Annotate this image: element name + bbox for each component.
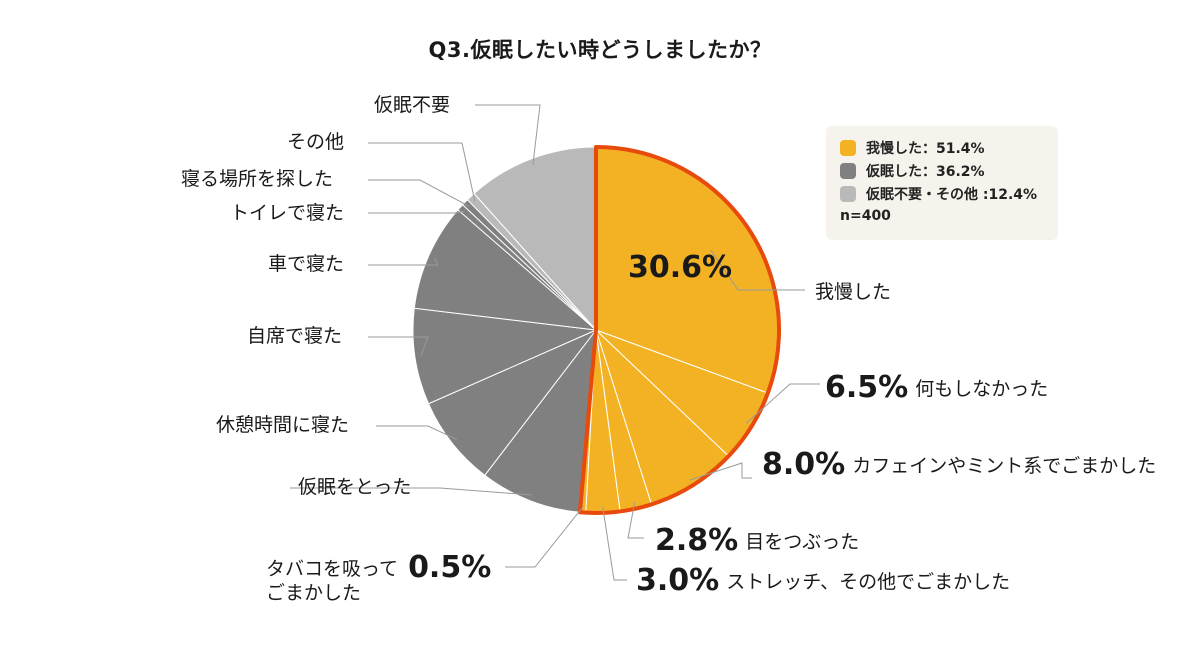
highlight-outline (577, 145, 782, 515)
leader-line-9 (368, 257, 439, 266)
leader-line-12 (368, 142, 476, 202)
chart-title: Q3.仮眠したい時どうしましたか？ (428, 38, 772, 62)
label-kuruma: 車で寝た (268, 253, 345, 275)
pie-slice-13 (473, 146, 597, 332)
data-label-pct-8-0: 8.0% (762, 447, 846, 482)
leader-line-0 (710, 249, 805, 291)
data-label-pct-0-5: 0.5% (408, 550, 492, 585)
leader-line-3 (627, 502, 644, 539)
label-tabako: タバコを吸って 0.5% (266, 550, 498, 586)
leader-line-5 (505, 506, 584, 568)
label-text-me: 目をつぶった (745, 531, 860, 553)
label-me: 2.8% 目をつぶった (655, 523, 859, 559)
legend-swatch-gaman (840, 139, 856, 156)
label-kyukei: 休憩時間に寝た (216, 414, 350, 436)
legend-item-kamin: 仮眠した：36.2% (840, 159, 1058, 182)
legend: 我慢した：51.4% 仮眠した：36.2% 仮眠不要・その他 :12.4% n=… (826, 126, 1058, 240)
label-text-stretch: ストレッチ、その他でごまかした (726, 571, 1011, 593)
data-label-pct-6-5: 6.5% (825, 370, 909, 405)
data-label-pct-3-0: 3.0% (636, 563, 720, 598)
leader-line-7 (376, 425, 458, 440)
legend-swatch-kamin (840, 162, 856, 179)
leader-line-4 (602, 506, 627, 581)
pie-slice-6 (484, 328, 597, 513)
label-jiseki: 自席で寝た (247, 325, 343, 347)
leader-line-2 (689, 462, 752, 481)
label-nani: 6.5% 何もしなかった (825, 370, 1048, 406)
label-toilet: トイレで寝た (230, 202, 345, 224)
leader-line-8 (368, 336, 429, 357)
leader-line-13 (475, 104, 541, 165)
label-gaman: 我慢した (815, 281, 892, 303)
legend-item-fuyou: 仮眠不要・その他 :12.4% (840, 182, 1058, 205)
pie-slice-8 (412, 307, 598, 405)
leader-line-6 (290, 487, 532, 496)
label-sonota: その他 (287, 131, 345, 153)
legend-label-gaman: 我慢した：51.4% (866, 140, 985, 157)
label-basho: 寝る場所を探した (181, 168, 334, 190)
label-kamin: 仮眠をとった (298, 476, 412, 498)
label-fuyou: 仮眠不要 (374, 94, 451, 116)
legend-swatch-fuyou (840, 185, 856, 202)
label-text-nani: 何もしなかった (915, 378, 1049, 400)
legend-label-fuyou: 仮眠不要・その他 :12.4% (866, 186, 1038, 203)
label-text-caffeine: カフェインやミント系でごまかした (852, 455, 1157, 477)
label-caffeine: 8.0% カフェインやミント系でごまかした (762, 447, 1156, 483)
pie-slice-7 (427, 329, 597, 477)
data-label-gaman-pct: 30.6% (628, 250, 733, 285)
legend-label-kamin: 仮眠した：36.2% (866, 163, 985, 180)
legend-item-gaman: 我慢した：51.4% (840, 136, 1058, 159)
legend-sample-size: n=400 (840, 208, 891, 224)
data-label-pct-2-8: 2.8% (655, 523, 739, 558)
leader-line-11 (368, 179, 470, 207)
label-tabako-line2: ごまかした (266, 582, 362, 604)
label-stretch: 3.0% ストレッチ、その他でごまかした (636, 563, 1010, 599)
label-text-tabako-line1: タバコを吸って (266, 558, 399, 580)
leader-line-1 (745, 383, 820, 424)
leader-line-10 (368, 210, 465, 214)
